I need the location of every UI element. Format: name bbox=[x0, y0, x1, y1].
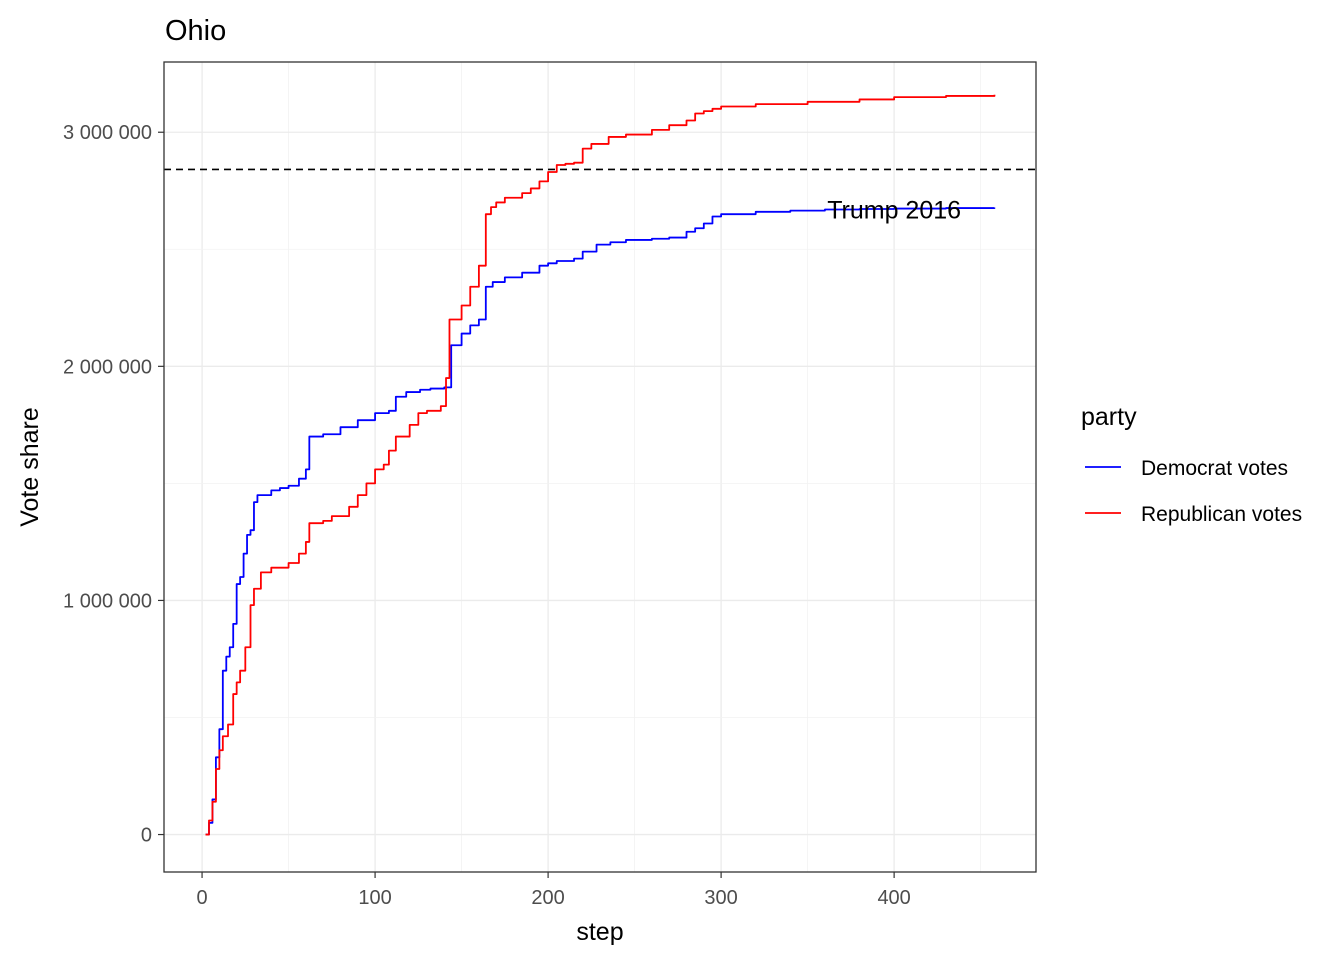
y-axis-ticks: 0 1 000 000 2 000 000 3 000 000 bbox=[63, 122, 164, 847]
annotation-trump-2016: Trump 2016 bbox=[827, 196, 961, 224]
y-tick-label: 2 000 000 bbox=[63, 356, 152, 378]
grid-lines bbox=[164, 62, 1036, 872]
legend-label-democrat: Democrat votes bbox=[1141, 457, 1288, 480]
y-tick-label: 0 bbox=[141, 825, 152, 847]
plot-border bbox=[163, 61, 1037, 873]
y-tick-label: 1 000 000 bbox=[63, 590, 152, 612]
chart-title: Ohio bbox=[165, 15, 226, 47]
legend-label-republican: Republican votes bbox=[1141, 503, 1302, 526]
x-axis-ticks: 0 100 200 300 400 bbox=[197, 872, 911, 909]
x-axis-label: step bbox=[576, 918, 623, 946]
legend-title: party bbox=[1081, 403, 1137, 431]
series-line-democrat bbox=[205, 207, 996, 836]
series-line-republican bbox=[205, 94, 996, 836]
x-tick-label: 200 bbox=[531, 887, 564, 909]
y-tick-label: 3 000 000 bbox=[63, 122, 152, 144]
legend: party Democrat votes Republican votes bbox=[1081, 403, 1302, 526]
series-lines bbox=[205, 94, 996, 836]
x-tick-label: 100 bbox=[358, 887, 391, 909]
y-axis-label: Vote share bbox=[16, 407, 44, 527]
x-tick-label: 400 bbox=[877, 887, 910, 909]
x-tick-label: 300 bbox=[704, 887, 737, 909]
x-tick-label: 0 bbox=[197, 887, 208, 909]
